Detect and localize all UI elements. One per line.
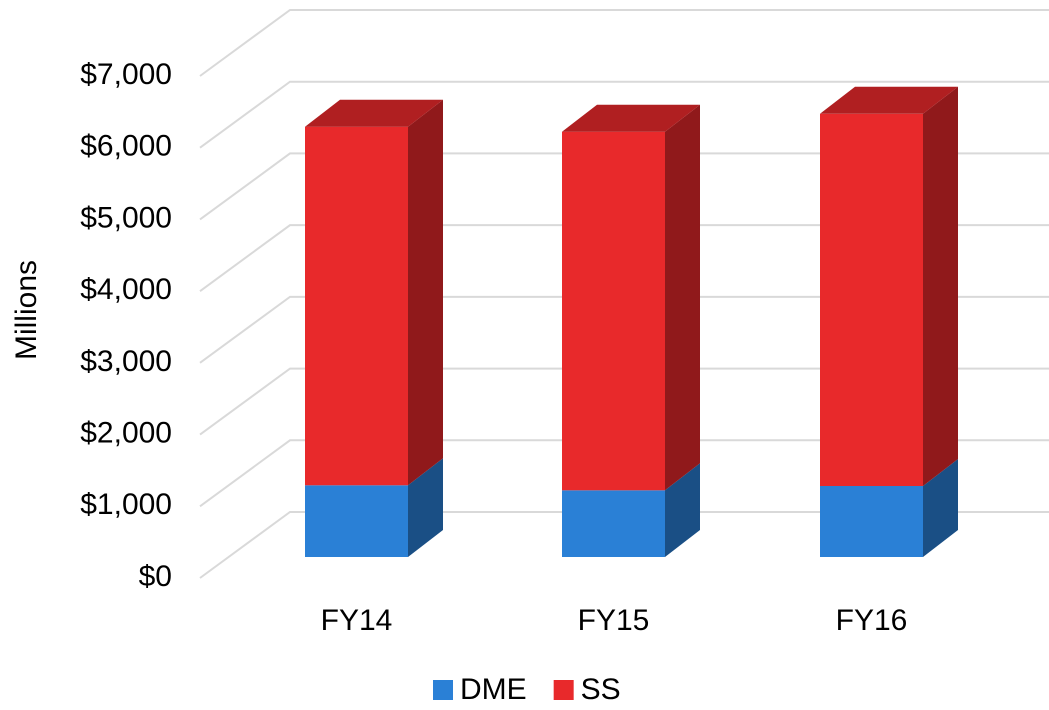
grid-line [199, 367, 1049, 436]
y-tick-label: $7,000 [80, 58, 172, 91]
legend-label: SS [581, 673, 621, 706]
y-tick-label: $5,000 [80, 201, 172, 234]
y-tick-label: $6,000 [80, 130, 172, 163]
grid-line [199, 224, 1049, 292]
grid-line [199, 439, 1049, 508]
y-tick-label: $2,000 [80, 416, 172, 449]
bar-side [408, 458, 443, 557]
y-axis-label: Millions [10, 260, 43, 360]
legend-swatch [553, 680, 574, 700]
bar-top [305, 99, 443, 127]
x-tick-label: FY15 [578, 604, 650, 637]
grid-line [199, 511, 1049, 579]
bar-side [923, 86, 958, 487]
bar-front [562, 490, 665, 557]
x-tick-label: FY14 [321, 604, 393, 637]
bar-side [923, 459, 958, 557]
grid-line [199, 152, 1049, 221]
bar-side [665, 463, 700, 557]
y-tick-label: $3,000 [80, 345, 172, 378]
bar-top [562, 104, 700, 132]
bar-front [305, 126, 408, 486]
y-tick-label: $1,000 [80, 488, 172, 521]
bar-front [562, 131, 665, 491]
bar-front [820, 113, 923, 487]
bar-side [665, 104, 700, 491]
y-tick-label: $0 [139, 560, 172, 593]
legend-swatch [433, 680, 453, 700]
y-tick-label: $4,000 [80, 273, 172, 306]
grid-line [199, 80, 1049, 149]
x-tick-label: FY16 [836, 604, 908, 637]
legend-label: DME [460, 673, 527, 706]
grid-line [199, 9, 1049, 77]
grid-line [199, 295, 1049, 364]
bar-front [820, 486, 923, 557]
bar-top [820, 86, 958, 114]
bar-front [305, 485, 408, 557]
bar-side [408, 99, 443, 486]
